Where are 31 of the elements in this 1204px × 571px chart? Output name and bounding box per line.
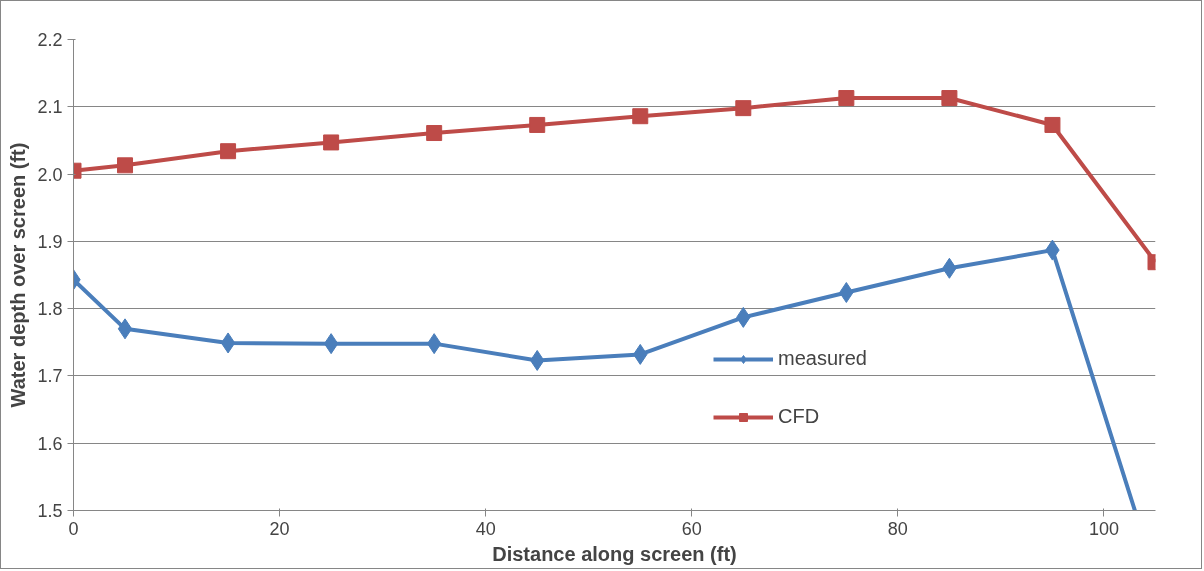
point — [117, 318, 133, 340]
y-tick-label: 2.2 — [37, 30, 63, 50]
y-tick-label: 2.0 — [37, 164, 63, 185]
y-tick-label: 1.9 — [37, 231, 63, 252]
point — [941, 90, 958, 107]
point — [735, 100, 752, 117]
x-tick-label: 80 — [887, 518, 908, 539]
x-tick-label: 100 — [1088, 518, 1120, 539]
point — [426, 125, 443, 142]
x-tick-label: 40 — [475, 518, 496, 539]
legend-label: measured — [778, 347, 867, 370]
point — [1044, 116, 1061, 133]
x-tick-label: 20 — [269, 518, 290, 539]
point — [632, 108, 649, 125]
y-axis-title: Water depth over screen (ft) — [7, 142, 30, 408]
y-tick-label: 1.5 — [37, 501, 63, 521]
y-tick-label: 1.8 — [37, 299, 63, 320]
x-tick-label: 0 — [68, 518, 79, 539]
point — [117, 157, 134, 174]
point — [323, 333, 339, 355]
point — [529, 116, 546, 133]
point — [220, 332, 236, 354]
legend-label: CFD — [778, 405, 820, 428]
x-tick-label: 60 — [681, 518, 702, 539]
point — [323, 134, 340, 151]
point — [220, 143, 237, 160]
y-tick-label: 1.6 — [37, 433, 63, 454]
y-tick-label: 1.7 — [37, 366, 63, 387]
x-axis-title: Distance along screen (ft) — [492, 542, 737, 565]
y-tick-label: 2.1 — [37, 97, 63, 118]
point — [838, 90, 855, 107]
